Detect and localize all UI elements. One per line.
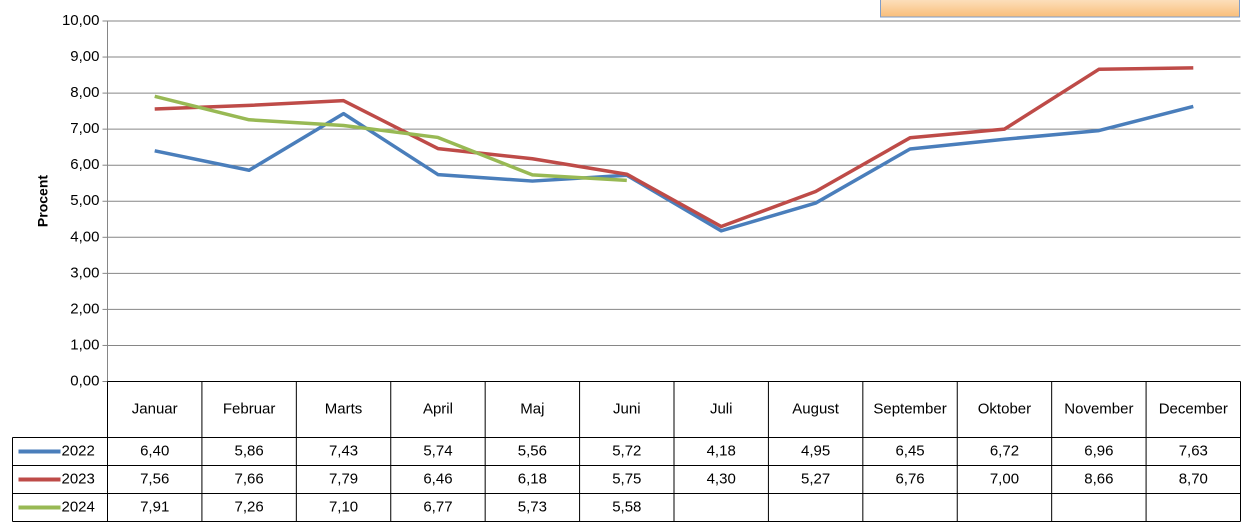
series-line — [154, 66, 1194, 229]
text-box — [880, 0, 1240, 18]
y-axis-label: Procent — [35, 175, 51, 227]
x-tick-label: Marts — [325, 400, 363, 417]
table-value: 6,96 — [1084, 442, 1113, 459]
y-tick-label: 6,00 — [70, 156, 99, 173]
table-value: 5,58 — [612, 498, 641, 515]
y-tick-label: 4,00 — [70, 228, 99, 245]
x-tick-label: Januar — [132, 400, 178, 417]
table-value: 7,26 — [235, 498, 264, 515]
x-tick-label: December — [1159, 400, 1228, 417]
table-value: 6,46 — [423, 470, 452, 487]
table-value: 7,79 — [329, 470, 358, 487]
x-tick-label: Februar — [223, 400, 276, 417]
legend-label: 2024 — [62, 498, 95, 515]
series-line — [154, 94, 627, 183]
y-tick-label: 10,00 — [62, 12, 100, 29]
table-value: 7,10 — [329, 498, 358, 515]
y-tick-label: 8,00 — [70, 84, 99, 101]
y-tick-label: 1,00 — [70, 336, 99, 353]
table-value: 5,72 — [612, 442, 641, 459]
table-value: 7,63 — [1179, 442, 1208, 459]
y-tick-label: 7,00 — [70, 120, 99, 137]
x-tick-label: Juli — [710, 400, 733, 417]
table-value: 4,30 — [707, 470, 736, 487]
table-value: 5,86 — [235, 442, 264, 459]
x-tick-label: Juni — [613, 400, 641, 417]
table-value: 6,72 — [990, 442, 1019, 459]
table-value: 6,76 — [895, 470, 924, 487]
table-value: 7,66 — [235, 470, 264, 487]
x-tick-label: Oktober — [978, 400, 1031, 417]
table-value: 7,91 — [140, 498, 169, 515]
table-value: 7,43 — [329, 442, 358, 459]
x-tick-label: September — [873, 400, 946, 417]
legend-label: 2023 — [62, 470, 95, 487]
y-tick-label: 0,00 — [70, 372, 99, 389]
table-value: 7,00 — [990, 470, 1019, 487]
y-tick-label: 5,00 — [70, 192, 99, 209]
x-tick-label: November — [1064, 400, 1133, 417]
y-tick-label: 9,00 — [70, 48, 99, 65]
table-value: 8,66 — [1084, 470, 1113, 487]
y-tick-label: 3,00 — [70, 264, 99, 281]
table-value: 8,70 — [1179, 470, 1208, 487]
table-value: 6,40 — [140, 442, 169, 459]
table-value: 7,56 — [140, 470, 169, 487]
table-value: 4,95 — [801, 442, 830, 459]
legend-label: 2022 — [62, 442, 95, 459]
x-tick-label: Maj — [520, 400, 544, 417]
table-value: 5,74 — [423, 442, 452, 459]
table-value: 6,77 — [423, 498, 452, 515]
table-value: 6,18 — [518, 470, 547, 487]
table-value: 5,56 — [518, 442, 547, 459]
table-value: 5,75 — [612, 470, 641, 487]
x-tick-label: August — [792, 400, 840, 417]
table-value: 6,45 — [895, 442, 924, 459]
y-tick-label: 2,00 — [70, 300, 99, 317]
x-tick-label: April — [423, 400, 453, 417]
table-value: 4,18 — [707, 442, 736, 459]
table-value: 5,73 — [518, 498, 547, 515]
table-value: 5,27 — [801, 470, 830, 487]
